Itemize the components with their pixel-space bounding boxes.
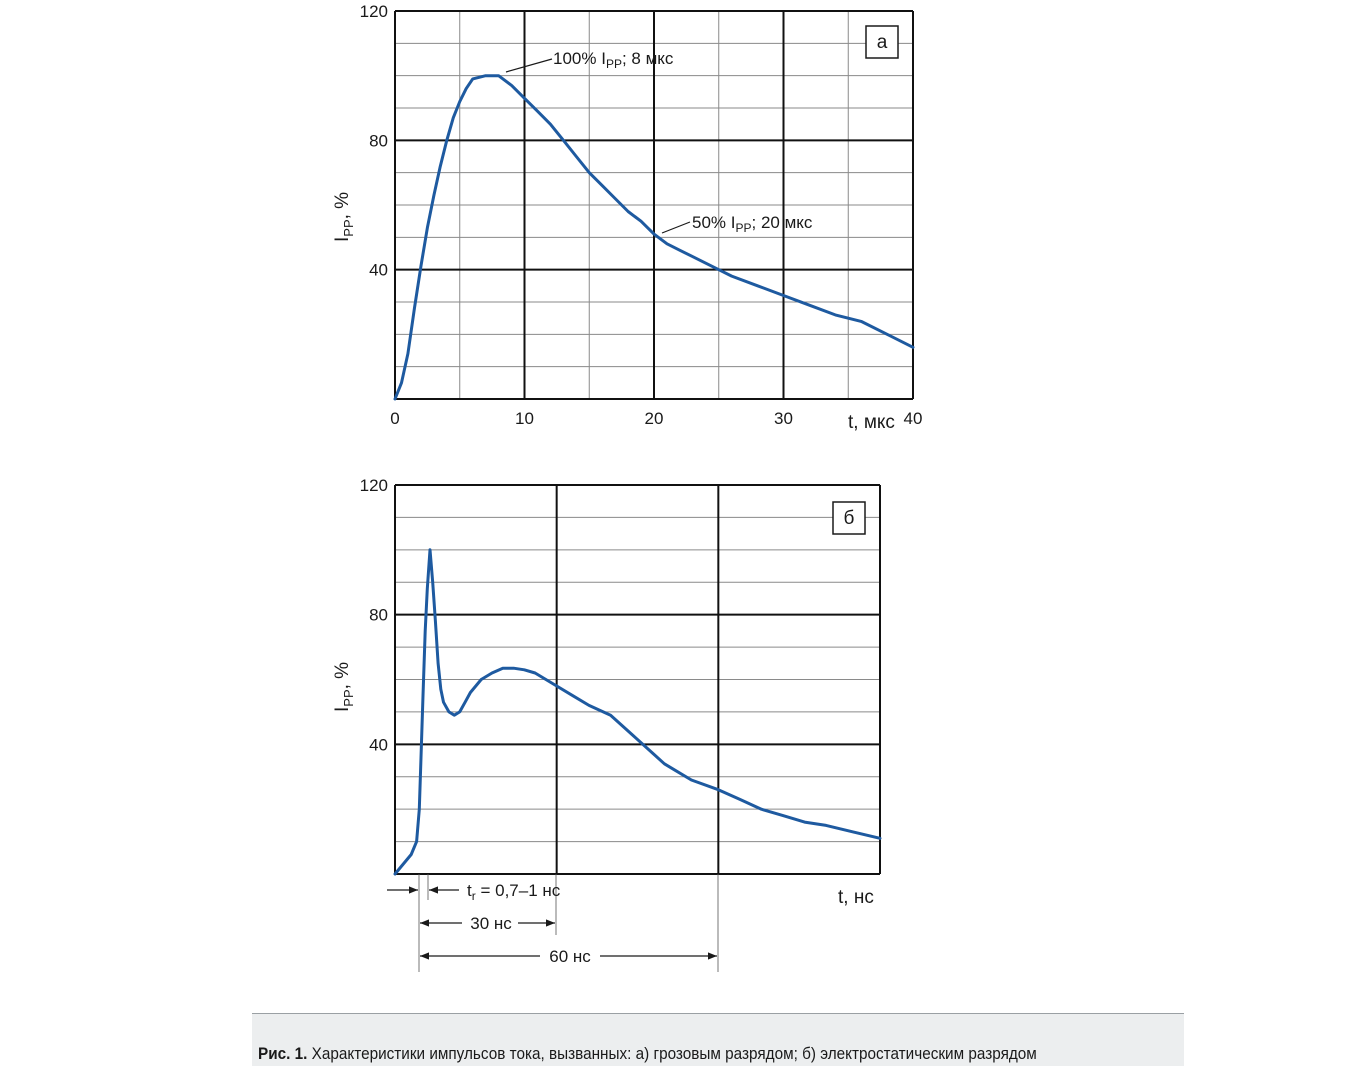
chart-b-ticks: 40 80 120 — [360, 476, 388, 754]
svg-text:б: б — [844, 508, 855, 529]
svg-text:30 нс: 30 нс — [470, 914, 512, 933]
figure-caption-label: Рис. 1. — [258, 1044, 308, 1063]
chart-a-y-axis-title: IPP, % — [332, 192, 356, 242]
chart-a-annotation-half: 50% IPP; 20 мкс — [661, 213, 813, 235]
chart-a-grid — [394, 10, 914, 400]
svg-text:60 нс: 60 нс — [549, 947, 591, 966]
chart-b: 40 80 120 t, нс IPP, % б tr = 0,7–1 нс 30 … — [332, 476, 882, 972]
svg-text:50% IPP; 20 мкс: 50% IPP; 20 мкс — [692, 213, 813, 235]
chart-a-series-line — [393, 74, 915, 401]
chart-a-x-tick-label: 40 — [904, 409, 923, 428]
chart-a-y-tick-label: 120 — [360, 2, 388, 21]
chart-a-x-axis-title: t, мкс — [848, 412, 895, 433]
figure-caption-bar: Рис. 1. Характеристики импульсов тока, в… — [252, 1013, 1184, 1066]
chart-b-y-axis-title: IPP, % — [332, 662, 356, 712]
chart-b-dimension-rise-time: tr = 0,7–1 нс — [387, 881, 561, 903]
chart-a-x-tick-label: 10 — [515, 409, 534, 428]
chart-a-y-tick-label: 80 — [369, 131, 388, 150]
chart-b-dimension-guides — [418, 874, 719, 972]
chart-a-x-tick-label: 0 — [390, 409, 399, 428]
chart-b-dimension-30ns: 30 нс — [420, 914, 555, 933]
chart-a-x-tick-label: 20 — [645, 409, 664, 428]
svg-text:tr = 0,7–1 нс: tr = 0,7–1 нс — [467, 881, 561, 903]
chart-a-y-tick-label: 40 — [369, 261, 388, 280]
figure-caption: Рис. 1. Характеристики импульсов тока, в… — [258, 1044, 1037, 1064]
chart-a-panel-label: а — [865, 25, 899, 59]
chart-b-y-tick-label: 80 — [369, 606, 388, 625]
chart-a-x-tick-label: 30 — [774, 409, 793, 428]
chart-b-y-tick-label: 120 — [360, 476, 388, 495]
chart-b-grid — [394, 484, 881, 875]
chart-b-series-line — [393, 548, 882, 876]
chart-b-panel-label: б — [832, 501, 866, 535]
chart-a-ticks: 40 80 120 0 10 20 30 40 — [360, 2, 923, 428]
chart-b-dimension-60ns: 60 нс — [420, 947, 717, 966]
figure-caption-text: Характеристики импульсов тока, вызванных… — [307, 1044, 1037, 1063]
chart-a: 40 80 120 0 10 20 30 40 t, мкс IPP, % а 100% IP… — [332, 2, 922, 433]
figure-canvas: 40 80 120 0 10 20 30 40 t, мкс IPP, % а 100% IP… — [332, 2, 922, 972]
chart-b-x-axis-title: t, нс — [838, 887, 874, 908]
svg-text:а: а — [877, 32, 888, 53]
svg-text:100% IPP; 8 мкс: 100% IPP; 8 мкс — [553, 49, 674, 71]
chart-b-y-tick-label: 40 — [369, 735, 388, 754]
chart-a-annotation-peak: 100% IPP; 8 мкс — [505, 49, 674, 73]
